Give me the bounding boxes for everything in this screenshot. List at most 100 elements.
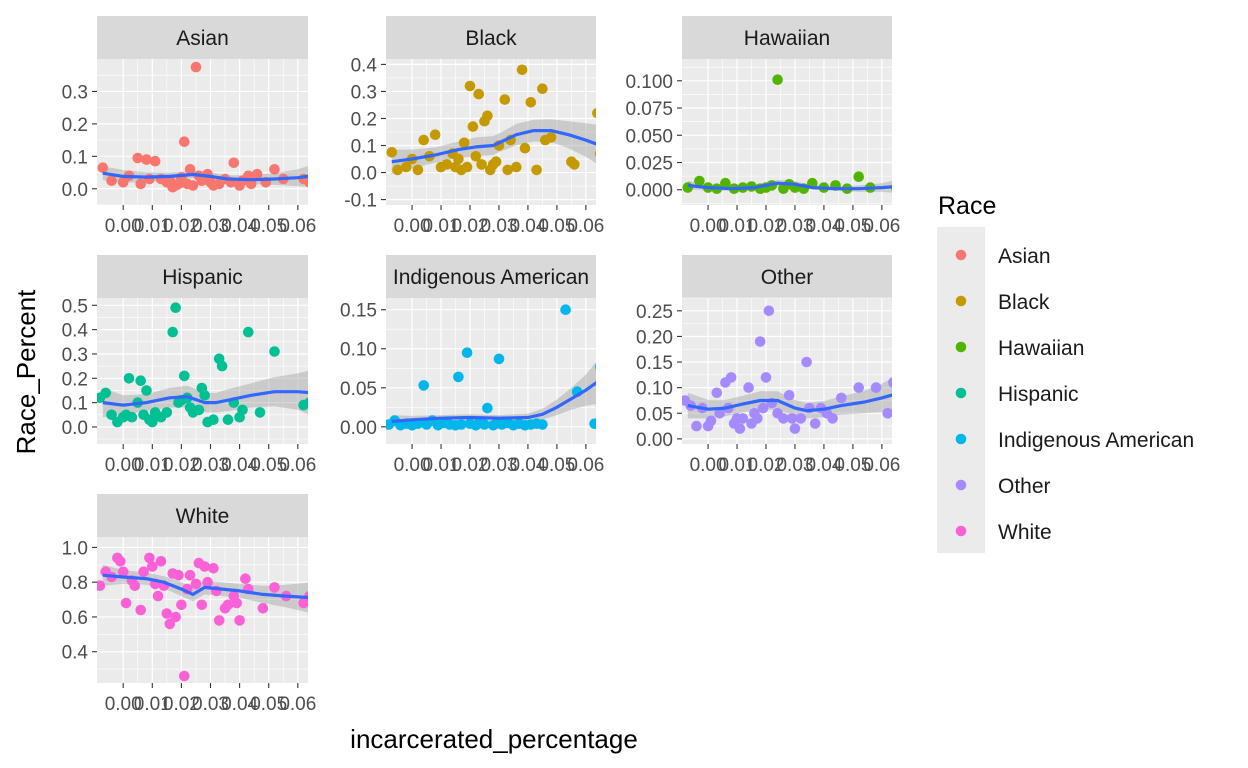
x-tick-label: 0.01 (134, 455, 171, 476)
y-tick-label: 0.05 (636, 404, 673, 425)
data-point (161, 608, 173, 619)
x-tick-label: 0.03 (776, 216, 813, 237)
data-point (682, 182, 694, 193)
data-point (97, 162, 109, 173)
data-point (141, 154, 152, 165)
data-point (786, 413, 798, 424)
x-tick-label: 0.03 (480, 216, 517, 237)
data-point (135, 604, 146, 616)
x-tick-label: 0.06 (567, 216, 604, 237)
data-point (537, 83, 548, 94)
y-tick-label: 0.1 (351, 137, 377, 158)
data-point (240, 573, 251, 584)
y-tick-label: 0.100 (625, 72, 673, 93)
legend-key-hawaiian (955, 341, 967, 353)
data-point (412, 164, 424, 176)
x-tick-label: 0.04 (221, 694, 258, 715)
x-tick-label: 0.06 (279, 216, 316, 237)
x-tick-label: 0.06 (863, 455, 900, 476)
data-point (106, 175, 117, 186)
smooth-line (391, 129, 596, 164)
x-tick-label: 0.01 (134, 216, 171, 237)
data-point (115, 556, 126, 567)
x-tick-label: 0.05 (538, 216, 575, 237)
data-point (560, 304, 571, 316)
data-point (737, 413, 749, 424)
data-point (184, 164, 196, 175)
data-point (482, 110, 493, 122)
data-point (269, 582, 280, 593)
data-point (711, 387, 723, 399)
data-point (100, 387, 111, 399)
x-tick-label: 0.00 (105, 694, 142, 715)
data-point (196, 599, 208, 611)
x-tick-label: 0.04 (509, 455, 546, 476)
data-point (304, 177, 308, 188)
y-tick-label: 0.1 (62, 394, 88, 415)
data-point (190, 578, 202, 590)
data-point (453, 153, 464, 165)
data-point (193, 404, 205, 416)
data-point (778, 413, 789, 424)
facet-strip (97, 16, 308, 59)
data-point (216, 360, 228, 372)
data-point (135, 375, 146, 387)
data-point (734, 423, 746, 434)
data-point (132, 152, 143, 164)
data-point (743, 382, 754, 393)
data-point (129, 580, 141, 591)
data-point (592, 107, 596, 119)
x-tick-label: 0.06 (279, 694, 316, 715)
facet-panel-indigenous-american: Indigenous American0.000.050.100.150.000… (340, 255, 604, 476)
data-point (179, 370, 190, 382)
y-tick-label: 0.050 (625, 126, 673, 147)
data-point (251, 168, 263, 180)
x-tick-label: 0.03 (192, 694, 229, 715)
data-point (184, 569, 196, 581)
x-tick-label: 0.01 (134, 694, 171, 715)
data-point (499, 94, 511, 105)
data-point (138, 566, 149, 578)
x-tick-label: 0.05 (250, 216, 287, 237)
y-tick-label: -0.1 (344, 191, 377, 212)
y-tick-label: 0.05 (340, 379, 377, 400)
facet-strip (97, 255, 308, 298)
data-point (809, 418, 821, 429)
y-tick-label: 0.000 (625, 181, 673, 202)
data-point (144, 173, 155, 185)
x-tick-label: 0.04 (509, 216, 546, 237)
data-point (720, 177, 731, 189)
data-point (725, 372, 737, 383)
data-point (490, 156, 502, 167)
legend-title: Race (938, 192, 996, 220)
x-tick-label: 0.00 (690, 455, 727, 476)
data-point (237, 404, 248, 416)
data-point (161, 407, 173, 418)
facet-strip-label: Indigenous American (393, 266, 589, 289)
data-point (714, 408, 725, 419)
facet-strip (682, 255, 892, 298)
data-point (691, 420, 702, 432)
data-point (213, 615, 225, 626)
smooth-line (102, 390, 308, 407)
data-point (525, 97, 537, 108)
data-point (891, 184, 892, 191)
facet-strip (386, 16, 596, 59)
data-point (772, 74, 783, 85)
data-point (458, 137, 470, 149)
data-point (386, 147, 398, 158)
x-tick-label: 0.02 (452, 216, 489, 237)
x-tick-label: 0.02 (163, 694, 200, 715)
legend-key-black (955, 295, 967, 307)
y-tick-label: 0.20 (636, 327, 673, 348)
facet-strip-label: Hawaiian (744, 27, 830, 50)
x-tick-label: 0.01 (719, 216, 756, 237)
data-point (453, 371, 464, 383)
data-point (173, 569, 184, 581)
data-point (269, 164, 280, 175)
data-point (392, 164, 403, 176)
data-point (441, 159, 453, 170)
y-tick-label: 0.2 (351, 109, 377, 130)
data-point (853, 382, 864, 393)
facet-strip (97, 494, 308, 537)
